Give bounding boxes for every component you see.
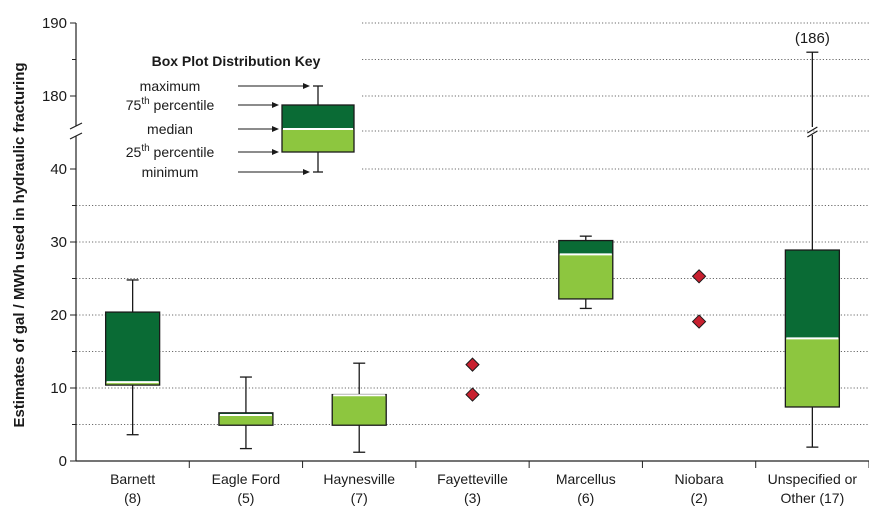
axis-break-mark [69,122,83,130]
y-tick-label: 30 [50,234,67,251]
key-label: minimum [142,164,199,180]
y-tick-label: 10 [50,380,67,397]
whisker-break-mark [807,126,818,134]
x-tick-label: Haynesville [323,471,395,487]
x-tick-count: (8) [124,490,141,506]
y-tick-label: 0 [59,453,67,470]
box-upper [785,250,840,339]
x-tick-label: Fayetteville [437,471,508,487]
box-lower [332,395,387,426]
box-upper [558,240,613,255]
plot-area: (186) [104,30,841,453]
distribution-key: Box Plot Distribution Key maximum 75th per… [126,53,355,180]
x-tick-label: Eagle Ford [212,471,280,487]
x-tick-count: (3) [464,490,481,506]
x-tick-label: Unspecified or [768,471,858,487]
box-upper [218,412,273,416]
box-outline [218,412,274,426]
gridlines [76,22,869,425]
x-tick-count: Other (17) [780,490,844,506]
key-label: maximum [140,78,201,94]
x-tick-count: (5) [237,490,254,506]
x-tick-count: (7) [351,490,368,506]
key-label: median [147,121,193,137]
key-box-lower [282,129,354,152]
box-lower [218,415,273,426]
box-lower [785,338,840,407]
box-outline [784,249,841,408]
y-tick-label: 180 [42,88,67,105]
key-box-outline [281,104,355,153]
key-arrow-head [272,149,279,155]
x-tick-count: (6) [577,490,594,506]
box-lower [558,254,613,299]
y-tick-label: 190 [42,15,67,32]
data-point [465,387,480,402]
key-arrow-head [272,102,279,108]
key-arrow-head [272,126,279,132]
x-tick-label: Marcellus [556,471,616,487]
y-tick-label: 40 [50,161,67,178]
box-upper [105,312,160,383]
key-arrow-head [303,83,310,89]
data-point [691,314,707,329]
box-outline [558,239,614,300]
max-value-label: (186) [795,30,830,47]
x-tick-label: Barnett [110,471,155,487]
key-label: 25th percentile [126,143,215,160]
axis-break-mark [69,132,83,140]
key-arrow-head [303,169,310,175]
y-axis-label: Estimates of gal / MWh used in hydraulic… [11,62,28,427]
x-tick-count: (2) [691,490,708,506]
whisker-break-mark [807,130,818,138]
axes: 0 10 20 30 40 180 190 Barnett (8) Eagle Ford (5) Ha… [42,15,869,506]
data-point [465,357,480,372]
box-lower [105,382,160,386]
box-outline [104,311,161,386]
y-tick-label: 20 [50,307,67,324]
data-point [691,269,707,284]
key-label: 75th percentile [126,96,215,113]
key-box-upper [282,105,354,129]
x-tick-label: Niobara [675,471,724,487]
key-title: Box Plot Distribution Key [152,53,321,69]
